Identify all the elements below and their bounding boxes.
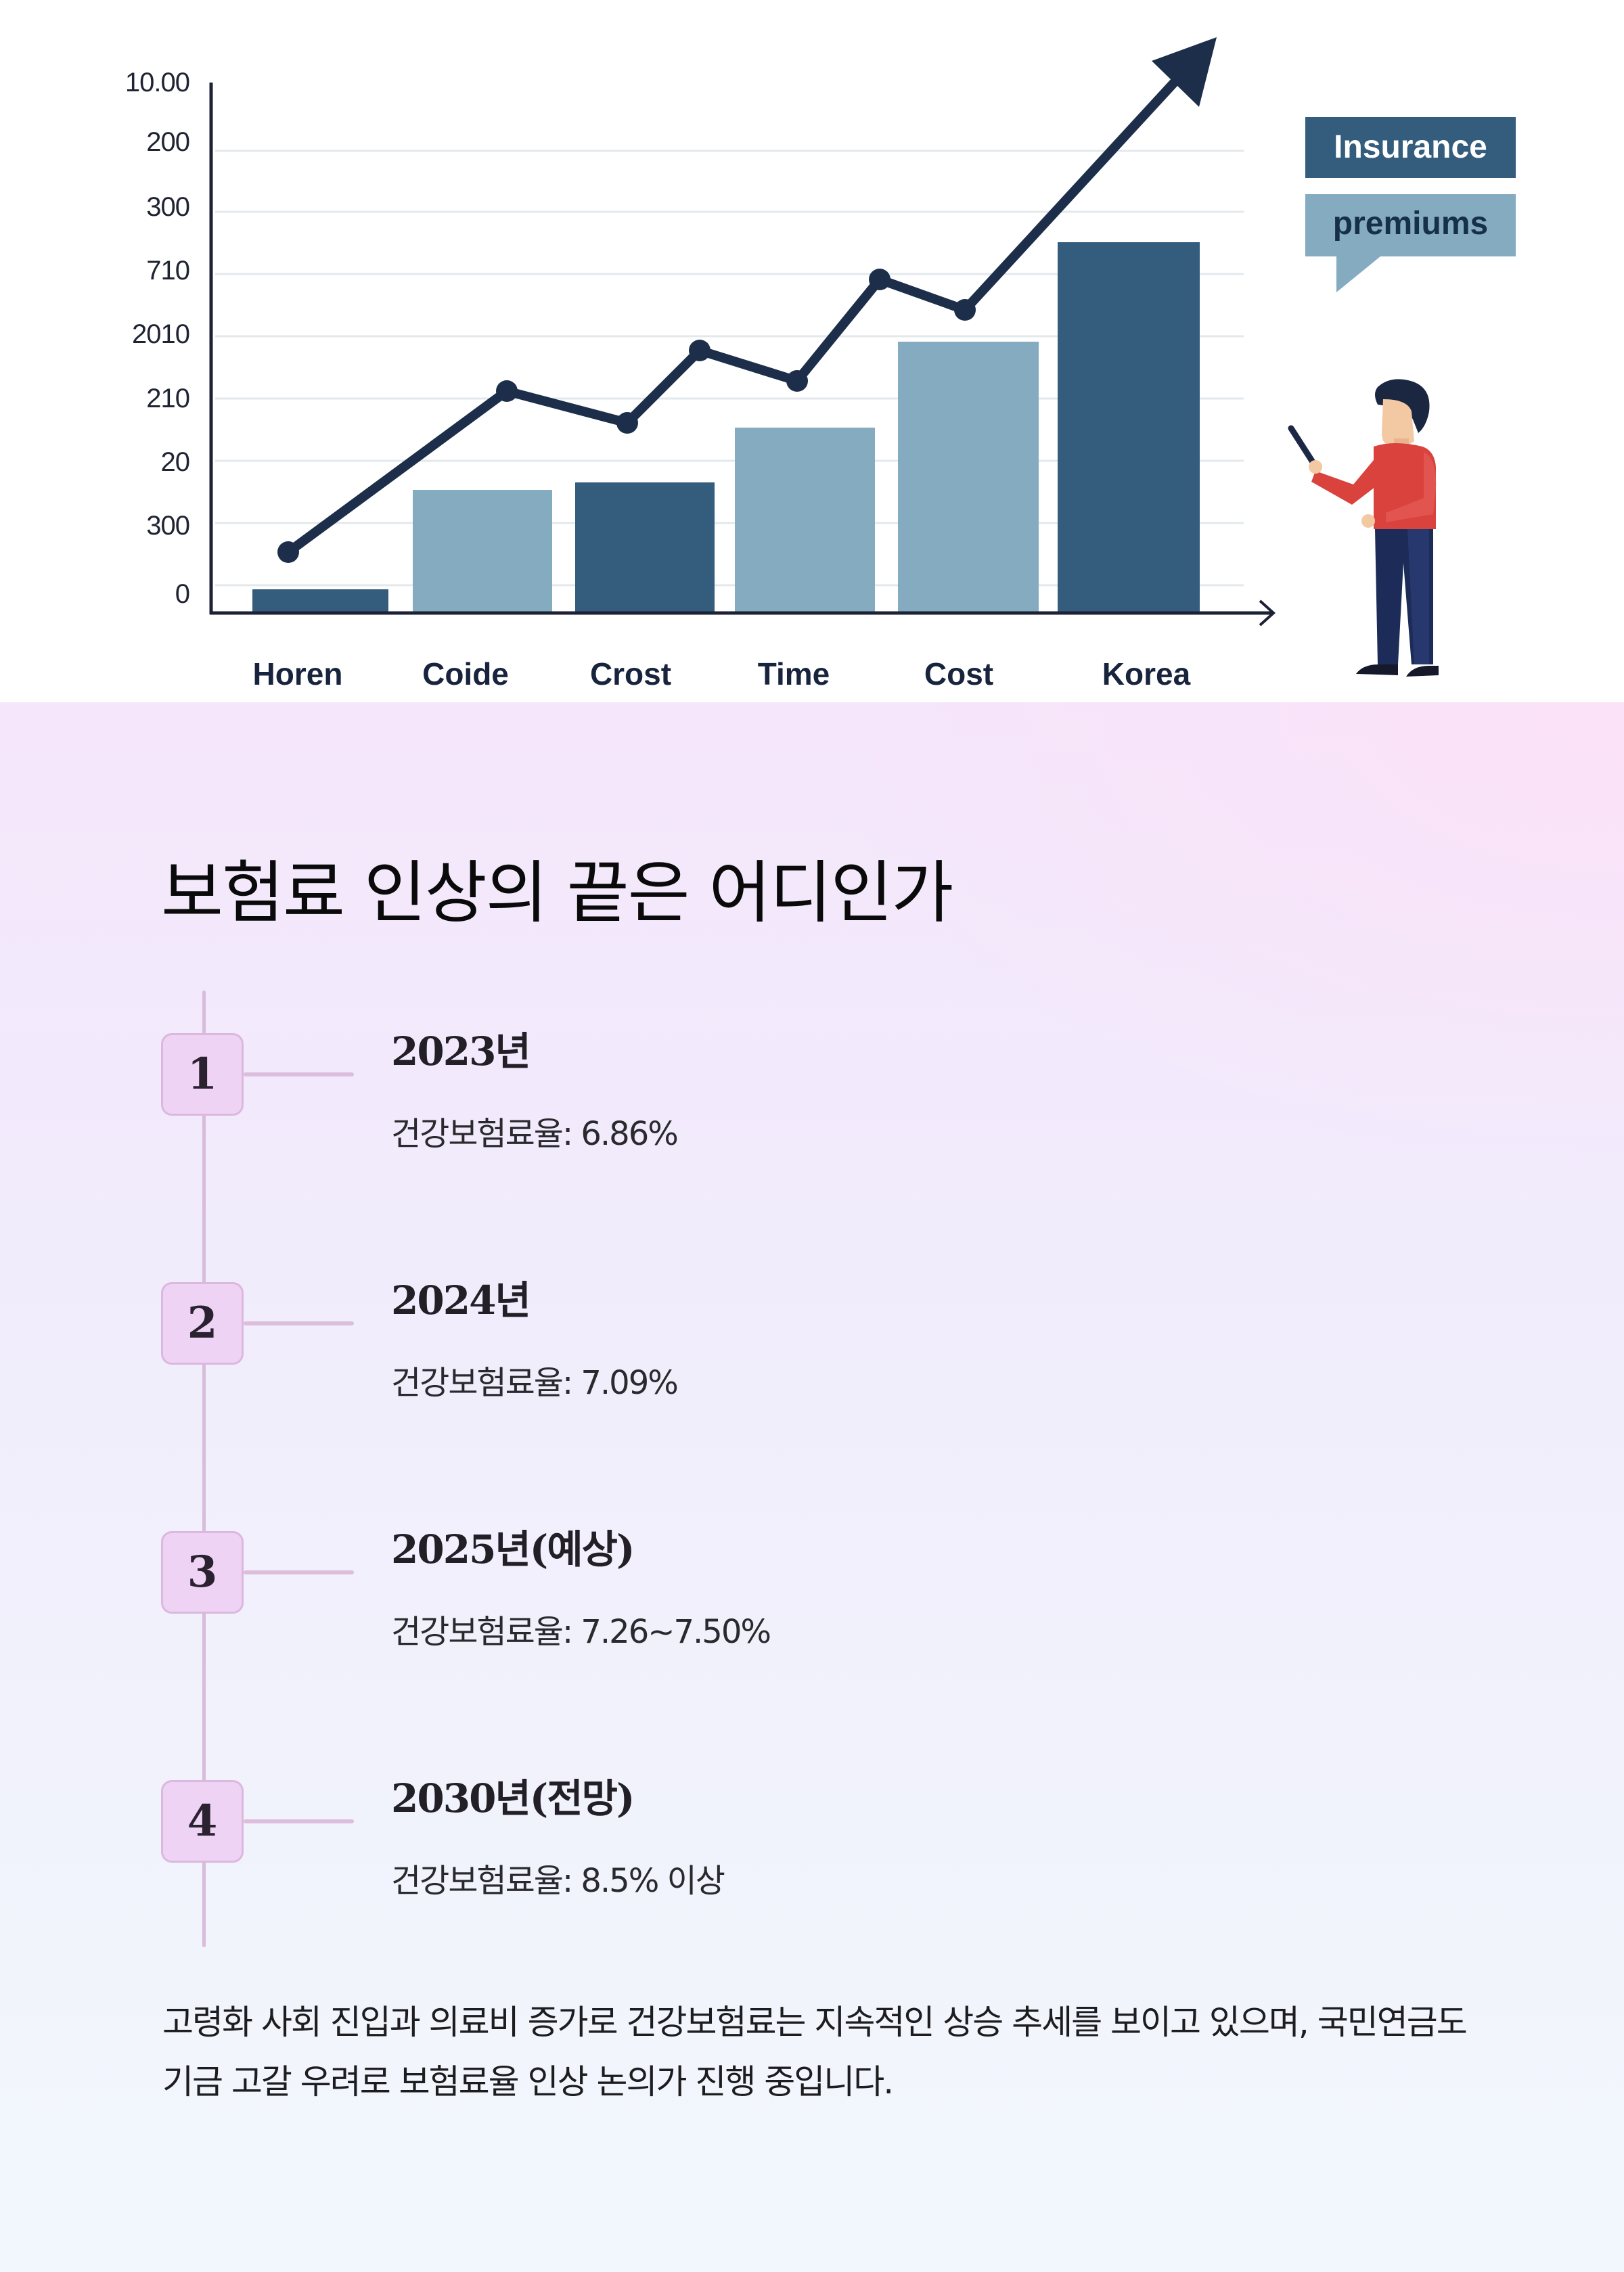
- presenter-person-icon: [1288, 379, 1439, 677]
- x-axis-label: Crost: [589, 656, 672, 691]
- page-title: 보험료 인상의 끝은 어디인가: [161, 853, 953, 932]
- axes: [209, 83, 1276, 627]
- timeline-line: [202, 991, 206, 1947]
- bar-line-chart: [209, 37, 1439, 677]
- trend-arrowhead-icon: [1152, 37, 1217, 107]
- step-rate: 건강보험료율: 7.09%: [391, 1364, 679, 1402]
- step-year: 2023년: [391, 1028, 531, 1074]
- step-year: 2024년: [391, 1277, 531, 1323]
- summary-paragraph: 고령화 사회 진입과 의료비 증가로 건강보험료는 지속적인 상승 추세를 보이…: [162, 2003, 1468, 2101]
- bar-cost: [898, 342, 1039, 613]
- step-year: 2030년(전망): [391, 1775, 635, 1821]
- x-axis-label: Coide: [422, 656, 509, 691]
- x-axis-arrow-icon: [1259, 599, 1276, 627]
- chart-illustration: 10.00 200 300 710 2010 210 20 300 0 Hore…: [0, 0, 1624, 702]
- timeline-connector: [244, 1072, 354, 1076]
- trend-line: [277, 37, 1217, 563]
- step-year: 2025년(예상): [391, 1526, 635, 1572]
- x-axis-label: Cost: [924, 656, 994, 691]
- y-tick-label: 0: [175, 579, 190, 609]
- step-rate: 건강보험료율: 8.5% 이상: [391, 1862, 725, 1900]
- timeline-connector: [244, 1570, 354, 1574]
- y-tick-label: 2010: [132, 319, 190, 349]
- x-axis-label: Horen: [252, 656, 343, 691]
- y-tick-label: 710: [146, 256, 190, 286]
- content-section: [0, 702, 1624, 2272]
- x-axis-label: Korea: [1102, 656, 1191, 691]
- step-number-badge: 1: [161, 1033, 244, 1116]
- y-tick-label: 210: [146, 384, 190, 413]
- bar-crost: [575, 482, 715, 613]
- legend-bubble-tail-icon: [1336, 256, 1380, 292]
- step-rate: 건강보험료율: 7.26~7.50%: [391, 1613, 771, 1651]
- gridlines: [215, 150, 1244, 587]
- y-tick-label: 20: [160, 447, 191, 477]
- legend-premiums: premiums: [1305, 194, 1516, 256]
- bar-time: [735, 428, 875, 613]
- step-number-badge: 2: [161, 1282, 244, 1365]
- timeline-connector: [244, 1819, 354, 1823]
- legend-insurance: Insurance: [1305, 117, 1516, 178]
- step-number-badge: 3: [161, 1531, 244, 1614]
- bar-korea: [1058, 242, 1200, 613]
- y-tick-label: 10.00: [125, 68, 190, 97]
- bar-coide: [413, 490, 552, 613]
- step-number-badge: 4: [161, 1780, 244, 1863]
- step-rate: 건강보험료율: 6.86%: [391, 1115, 679, 1153]
- bar-horen: [252, 589, 388, 613]
- y-tick-label: 200: [146, 127, 190, 157]
- y-tick-label: 300: [146, 511, 190, 541]
- bars: [252, 242, 1200, 613]
- y-tick-label: 300: [146, 192, 190, 222]
- timeline-connector: [244, 1321, 354, 1325]
- x-axis-label: Time: [757, 656, 830, 691]
